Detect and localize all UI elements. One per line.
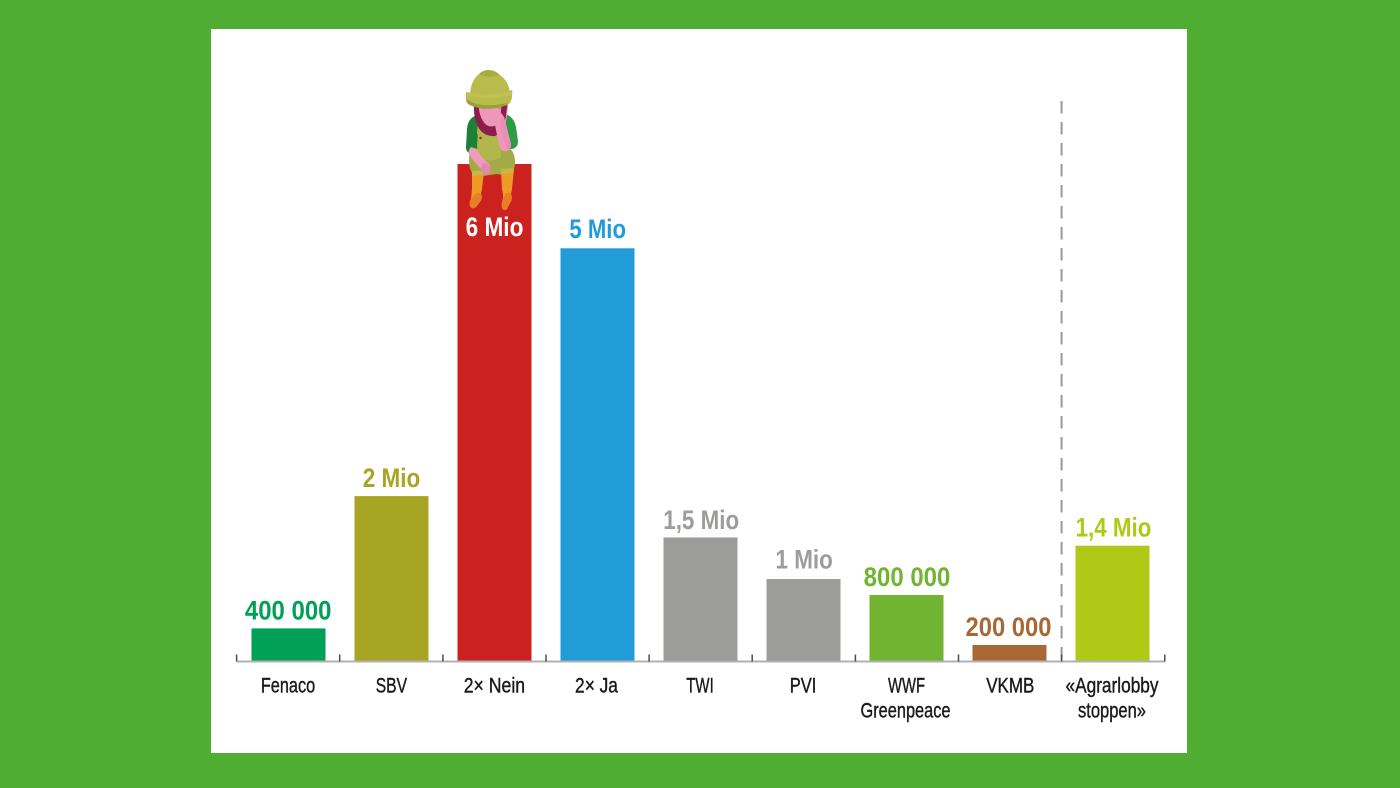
svg-text:5 Mio: 5 Mio (569, 214, 626, 244)
svg-text:800 000: 800 000 (864, 562, 951, 592)
svg-text:SBV: SBV (376, 674, 407, 697)
svg-text:WWF: WWF (888, 674, 925, 697)
svg-text:TWI: TWI (686, 674, 714, 697)
svg-text:1,5 Mio: 1,5 Mio (663, 505, 739, 535)
svg-text:2× Ja: 2× Ja (575, 674, 618, 697)
svg-text:PVI: PVI (790, 674, 817, 697)
svg-text:2 Mio: 2 Mio (363, 463, 421, 493)
svg-text:VKMB: VKMB (986, 674, 1034, 697)
svg-text:6 Mio: 6 Mio (466, 212, 524, 242)
svg-text:2× Nein: 2× Nein (464, 674, 525, 697)
svg-text:«Agrarlobby: «Agrarlobby (1066, 674, 1159, 697)
svg-text:1 Mio: 1 Mio (776, 545, 833, 575)
svg-text:400 000: 400 000 (245, 595, 332, 625)
svg-text:200 000: 200 000 (966, 612, 1052, 642)
svg-text:1,4 Mio: 1,4 Mio (1076, 513, 1152, 543)
svg-text:Greenpeace: Greenpeace (861, 700, 951, 723)
svg-text:Fenaco: Fenaco (261, 674, 315, 697)
svg-text:stoppen»: stoppen» (1078, 700, 1146, 723)
